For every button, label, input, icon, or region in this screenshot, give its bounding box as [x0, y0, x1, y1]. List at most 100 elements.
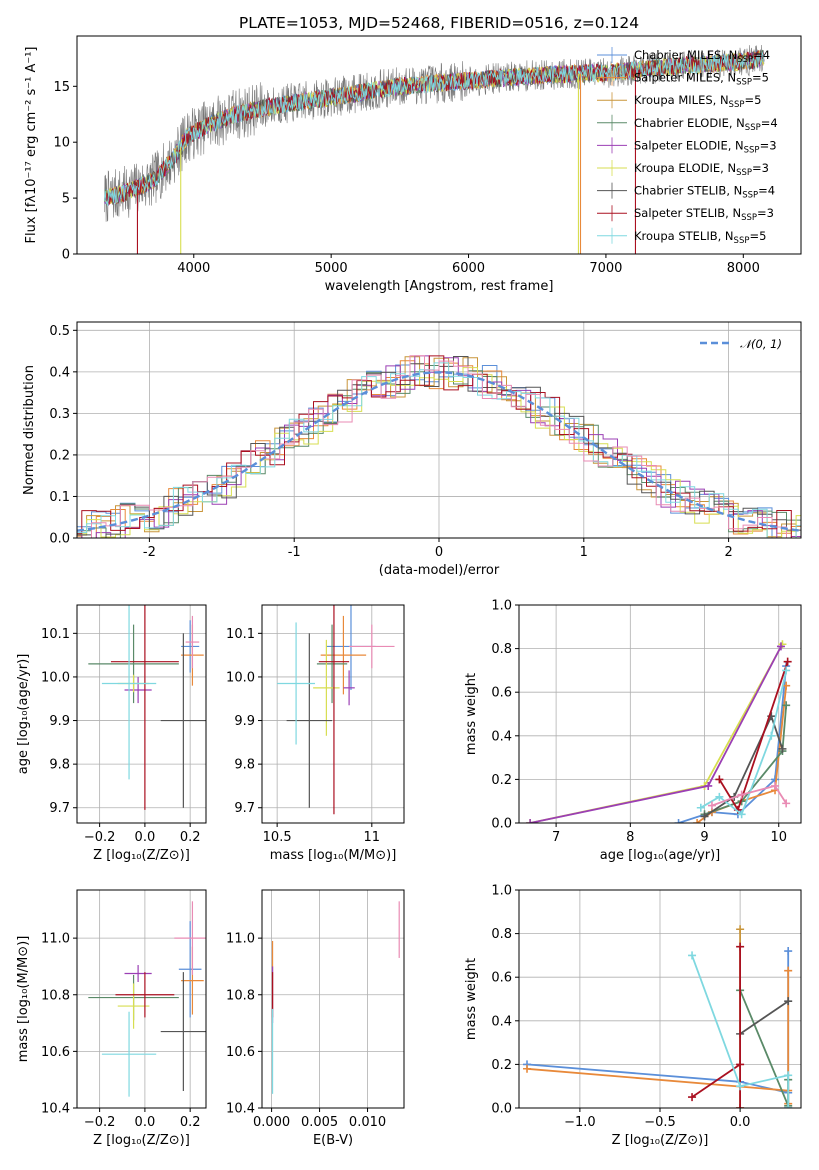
error-bar-point [117, 983, 150, 1029]
y-tick-label: 10 [53, 136, 70, 151]
error-bar-point [160, 633, 206, 808]
weight-marker [783, 657, 792, 666]
y-tick-label: 0.6 [491, 686, 512, 701]
weight-marker [737, 810, 746, 819]
x-axis-label: wavelength [Angstrom, rest frame] [325, 279, 554, 294]
y-tick-label: 10.4 [41, 1102, 70, 1117]
x-tick-label: 11 [364, 830, 381, 845]
weight-marker [736, 1104, 745, 1108]
y-axis-label: Normed distribution [22, 365, 37, 495]
spectrum-frame [76, 35, 802, 255]
weight_vs_age-frame [518, 604, 802, 824]
x-tick-label: -1 [288, 545, 301, 560]
weight-series-line [691, 955, 790, 1108]
legend-subscript: SSP [734, 236, 750, 246]
error-bar-point [313, 639, 340, 736]
mass_vs_Z-axes: −0.2 0.0 0.2 10.4 10.6 10.8 11.0 Z [log₁₀(Z/Z⊙)… [16, 890, 206, 1148]
y-axis-label: age [log₁₀(age/yr)] [16, 654, 31, 775]
age_vs_mass-frame [261, 604, 405, 824]
y-tick-label: 15 [53, 80, 70, 95]
weight-marker [778, 744, 787, 753]
weight-series-line [529, 645, 782, 823]
x-axis-label: mass [log₁₀(M/M⊙)] [270, 848, 397, 863]
legend-label: Salpeter STELIB, N [634, 206, 741, 220]
weight-marker [737, 790, 746, 799]
error-bar-point [124, 965, 152, 983]
x-tick-label: 5000 [315, 261, 348, 276]
x-tick-label: 10.5 [263, 830, 292, 845]
weight-marker [526, 819, 535, 823]
x-tick-label: 8000 [727, 261, 760, 276]
x-tick-label: 1 [580, 545, 588, 560]
y-axis-label: mass [log₁₀(M/M⊙)] [16, 936, 31, 1063]
y-tick-label: 0.4 [49, 365, 70, 380]
weight-marker [696, 803, 705, 812]
y-tick-label: 0.5 [49, 324, 70, 339]
chart-title: PLATE=1053, MJD=52468, FIBERID=0516, z=0… [239, 14, 639, 32]
x-tick-label: 0.000 [253, 1115, 290, 1130]
y-tick-label: 10.4 [226, 1102, 255, 1117]
error-bar-point [349, 624, 395, 669]
x-tick-label: 0.0 [135, 830, 156, 845]
x-tick-label: 7 [552, 830, 560, 845]
y-tick-label: 9.8 [49, 758, 70, 773]
weight-marker [715, 792, 724, 801]
error-bar-point [316, 624, 348, 704]
x-tick-label: 4000 [177, 261, 210, 276]
legend-suffix: =3 [757, 206, 774, 220]
weight-marker [736, 925, 745, 934]
error-bar-point [277, 622, 316, 745]
error-bar-point [320, 615, 367, 695]
legend-subscript: SSP [736, 78, 752, 88]
y-tick-label: 1.0 [491, 599, 512, 614]
x-tick-label: −1.0 [564, 1115, 596, 1130]
residual-histogram [77, 355, 801, 538]
legend-subscript: SSP [742, 191, 758, 201]
x-tick-label: -2 [143, 545, 156, 560]
x-tick-label: 0.005 [301, 1115, 338, 1130]
error-bar-point [185, 615, 200, 669]
legend-subscript: SSP [744, 145, 760, 155]
residual-histogram [77, 355, 801, 538]
weight_vs_Z-frame [518, 889, 802, 1109]
weight-marker [776, 642, 785, 651]
legend-entry: Salpeter STELIB, NSSP=3 [634, 206, 774, 223]
legend-entry: Salpeter MILES, NSSP=5 [634, 71, 769, 88]
y-tick-label: 0 [62, 248, 70, 263]
legend-label: Chabrier MILES, N [634, 48, 737, 62]
error-bar-point [101, 1011, 157, 1097]
legend-subscript: SSP [745, 123, 761, 133]
weight-series-line [704, 713, 784, 818]
y-tick-label: 10.8 [226, 988, 255, 1003]
legend-entry: Chabrier STELIB, NSSP=4 [634, 184, 775, 201]
weight-marker [715, 775, 724, 784]
legend-entry: Kroupa MILES, NSSP=5 [634, 93, 761, 110]
spectrum-axes: 4000 5000 6000 7000 8000 0 5 10 15 wavelength [An… [24, 47, 760, 295]
x-tick-label: 8 [626, 830, 634, 845]
y-tick-label: 0.3 [49, 407, 70, 422]
y-tick-label: 0.8 [491, 927, 512, 942]
y-tick-label: 10.1 [41, 627, 70, 642]
y-tick-label: 10.0 [41, 670, 70, 685]
x-axis-label: Z [log₁₀(Z/Z⊙)] [612, 1133, 709, 1148]
x-tick-label: −0.2 [84, 830, 116, 845]
weight-marker [704, 781, 713, 790]
y-tick-label: 0.0 [49, 532, 70, 547]
legend-suffix: =5 [744, 93, 761, 107]
y-tick-label: 10.0 [226, 670, 255, 685]
legend-suffix: =5 [752, 71, 769, 85]
legend-suffix: =3 [760, 138, 777, 152]
x-axis-label: age [log₁₀(age/yr)] [600, 848, 721, 863]
x-tick-label: 0.0 [730, 1115, 751, 1130]
x-tick-label: 9 [700, 830, 708, 845]
weight-marker [688, 951, 697, 960]
legend-label: Salpeter MILES, N [634, 71, 736, 85]
y-tick-label: 0.2 [491, 773, 512, 788]
gaussian-curve [76, 371, 802, 532]
legend-suffix: =5 [749, 229, 766, 243]
x-tick-label: 7000 [589, 261, 622, 276]
x-axis-label: E(B-V) [313, 1133, 353, 1148]
legend-suffix: =3 [752, 161, 769, 175]
x-tick-label: 0 [435, 545, 443, 560]
